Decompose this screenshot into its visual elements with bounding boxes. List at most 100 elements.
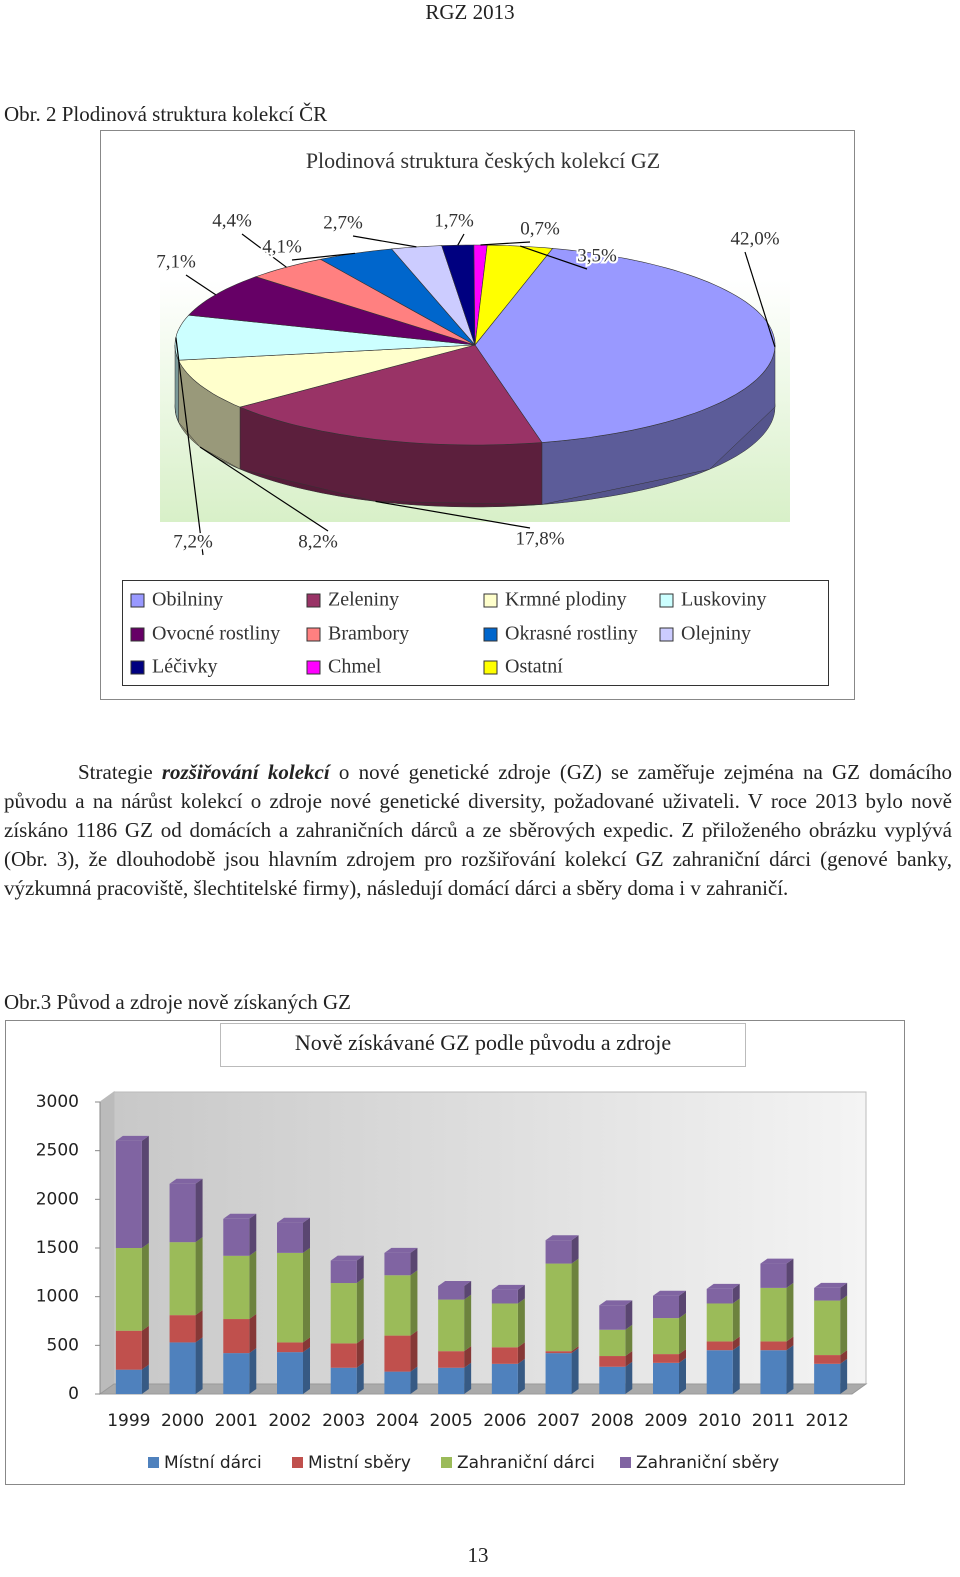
bar-side (517, 1284, 525, 1304)
bar-top (706, 1283, 740, 1289)
bar-side (195, 1237, 203, 1316)
bar-segment (384, 1275, 411, 1336)
bar-side (464, 1362, 472, 1394)
x-tick-label: 2001 (215, 1411, 258, 1431)
bar-segment (545, 1263, 572, 1352)
bar-segment (277, 1222, 303, 1253)
bar-side (195, 1337, 203, 1394)
bar-side (625, 1361, 633, 1394)
legend-label: Brambory (328, 623, 409, 645)
bar-side (303, 1217, 310, 1253)
data-label: 7,1% (156, 251, 196, 272)
bar-top (760, 1258, 794, 1264)
y-tick-label: 0 (68, 1384, 79, 1404)
bar-segment (223, 1319, 250, 1354)
bar-side (303, 1337, 310, 1353)
bar-segment (384, 1371, 411, 1394)
legend-swatch (148, 1457, 159, 1468)
bar-segment (115, 1330, 142, 1370)
bar-segment (330, 1260, 357, 1284)
legend-swatch (483, 593, 498, 608)
bar-side (195, 1178, 203, 1243)
y-tick-label: 1000 (36, 1287, 79, 1307)
bar-top (277, 1217, 310, 1223)
legend-swatch (620, 1457, 631, 1468)
bar-segment (438, 1299, 465, 1352)
figure-caption: Obr. 2 Plodinová struktura kolekcí ČR (4, 102, 328, 126)
x-tick-label: 2010 (698, 1411, 741, 1431)
data-label: 4,4% (212, 210, 252, 231)
x-tick-label: 1999 (107, 1411, 150, 1431)
legend-label: Chmel (328, 656, 382, 678)
bar-segment (706, 1303, 733, 1342)
bar-side (410, 1247, 418, 1276)
bar-segment (115, 1140, 142, 1248)
bar-side (679, 1313, 686, 1355)
bar-segment (814, 1363, 841, 1394)
legend-label: Zahraniční dárci (457, 1453, 595, 1473)
bar-side (786, 1345, 794, 1394)
title-box (220, 1023, 746, 1067)
bar-side (840, 1282, 848, 1301)
x-tick-label: 2005 (430, 1411, 473, 1431)
bar-segment (545, 1240, 572, 1264)
bar-side (517, 1342, 525, 1364)
bar-segment (169, 1315, 196, 1343)
leader-line (199, 446, 329, 532)
legend-swatch (292, 1457, 303, 1468)
data-label: 17,8% (515, 528, 564, 549)
bar-segment (223, 1218, 250, 1256)
legend-label: Zeleniny (328, 589, 399, 611)
data-label: 3,5% (577, 245, 617, 266)
legend-label: Luskoviny (681, 589, 767, 611)
slice (178, 344, 476, 408)
bar-side (732, 1336, 740, 1351)
bar-segment (599, 1329, 626, 1357)
data-label: 4,1% (262, 236, 302, 257)
bar-segment (599, 1356, 626, 1367)
bar-segment (384, 1252, 411, 1276)
bar-top (545, 1235, 579, 1241)
bar-side (679, 1357, 686, 1394)
legend-label: Místní dárci (164, 1453, 262, 1473)
legend-label: Krmné plodiny (505, 589, 627, 611)
bar-side (625, 1324, 633, 1357)
bar-top (330, 1255, 364, 1261)
bar-side (141, 1364, 149, 1394)
bar-top (384, 1247, 418, 1253)
bar-segment (277, 1342, 303, 1353)
x-tick-label: 2002 (268, 1411, 311, 1431)
bar-side (303, 1247, 310, 1343)
legend-swatch (659, 593, 674, 608)
bar-top (169, 1178, 203, 1184)
bar-top (438, 1280, 472, 1286)
x-tick-label: 2006 (483, 1411, 526, 1431)
leader-line (744, 251, 776, 347)
page-number: 13 (467, 1543, 489, 1567)
bar-segment (814, 1355, 841, 1364)
bar-top (491, 1284, 525, 1290)
bar-segment (599, 1366, 626, 1394)
bar-top (653, 1290, 686, 1296)
x-tick-label: 2011 (752, 1411, 795, 1431)
bar-segment (760, 1287, 787, 1342)
leader-line (291, 252, 356, 261)
paragraph: Strategie rozšiřování kolekcí o nové gen… (4, 758, 952, 903)
bar-side (249, 1348, 257, 1394)
bar-segment (169, 1183, 196, 1243)
bar-side (786, 1258, 794, 1288)
bar-side (356, 1278, 364, 1344)
legend-swatch (306, 660, 321, 675)
bar-side (410, 1366, 418, 1394)
legend-label: Obilniny (152, 589, 223, 611)
bar-side (840, 1295, 848, 1356)
bar-side (679, 1349, 686, 1363)
bar-side (249, 1250, 257, 1320)
bar-segment (760, 1263, 787, 1288)
bar-segment (760, 1341, 787, 1351)
data-label: 0,7% (520, 218, 560, 239)
legend-label: Olejniny (681, 623, 751, 645)
bar-segment (223, 1255, 250, 1320)
bar-segment (277, 1352, 303, 1394)
side-wall (99, 1091, 115, 1395)
